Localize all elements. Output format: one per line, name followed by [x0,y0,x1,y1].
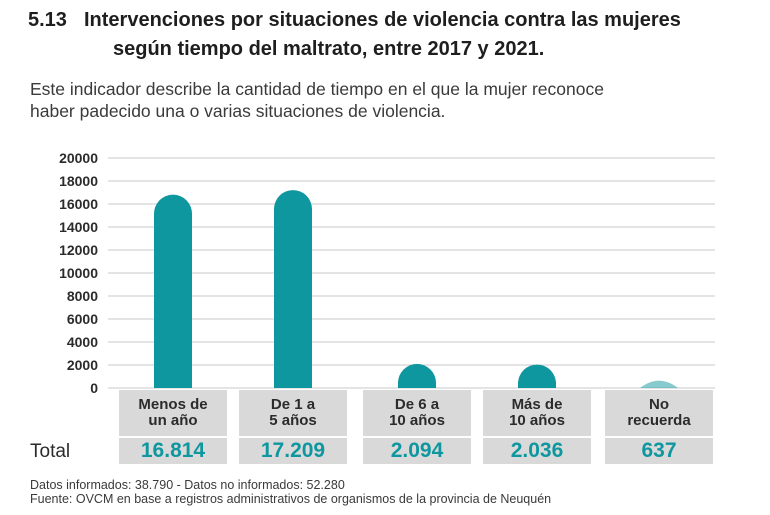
category-label: De 6 a 10 años [363,390,471,436]
total-label: Total [30,441,71,462]
y-tick-label: 6000 [67,311,98,327]
bar-más-de-10-años [518,364,556,388]
total-value: 16.814 [119,438,227,464]
description-line-1: Este indicador describe la cantidad de t… [30,79,604,99]
bar-no-recuerda [640,380,678,388]
category-label: Más de 10 años [483,390,591,436]
title-line-2: según tiempo del maltrato, entre 2017 y … [113,38,545,60]
y-tick-label: 18000 [59,173,98,189]
category-label: Menos de un año [119,390,227,436]
y-tick-label: 12000 [59,242,98,258]
bar-de-1-a-5-años [274,190,312,388]
category-label: No recuerda [605,390,713,436]
y-tick-label: 4000 [67,334,98,350]
y-tick-label: 10000 [59,265,98,281]
y-tick-label: 16000 [59,196,98,212]
bar-menos-de-un-año [154,194,192,388]
bar-de-6-a-10-años [398,363,436,388]
total-value: 2.094 [363,438,471,464]
description: Este indicador describe la cantidad de t… [30,78,750,122]
y-tick-label: 8000 [67,288,98,304]
description-line-2: haber padecido una o varias situaciones … [30,101,446,121]
y-tick-label: 2000 [67,357,98,373]
y-tick-label: 20000 [59,150,98,166]
footnotes: Datos informados: 38.790 - Datos no info… [30,478,551,506]
total-value: 17.209 [239,438,347,464]
footnote-data-counts: Datos informados: 38.790 - Datos no info… [30,478,345,492]
y-tick-label: 14000 [59,219,98,235]
total-value: 2.036 [483,438,591,464]
y-tick-label: 0 [90,380,98,396]
title-line-1: Intervenciones por situaciones de violen… [84,9,681,31]
section-number: 5.13 [28,9,67,31]
footnote-source: Fuente: OVCM en base a registros adminis… [30,492,552,506]
total-value: 637 [605,438,713,464]
